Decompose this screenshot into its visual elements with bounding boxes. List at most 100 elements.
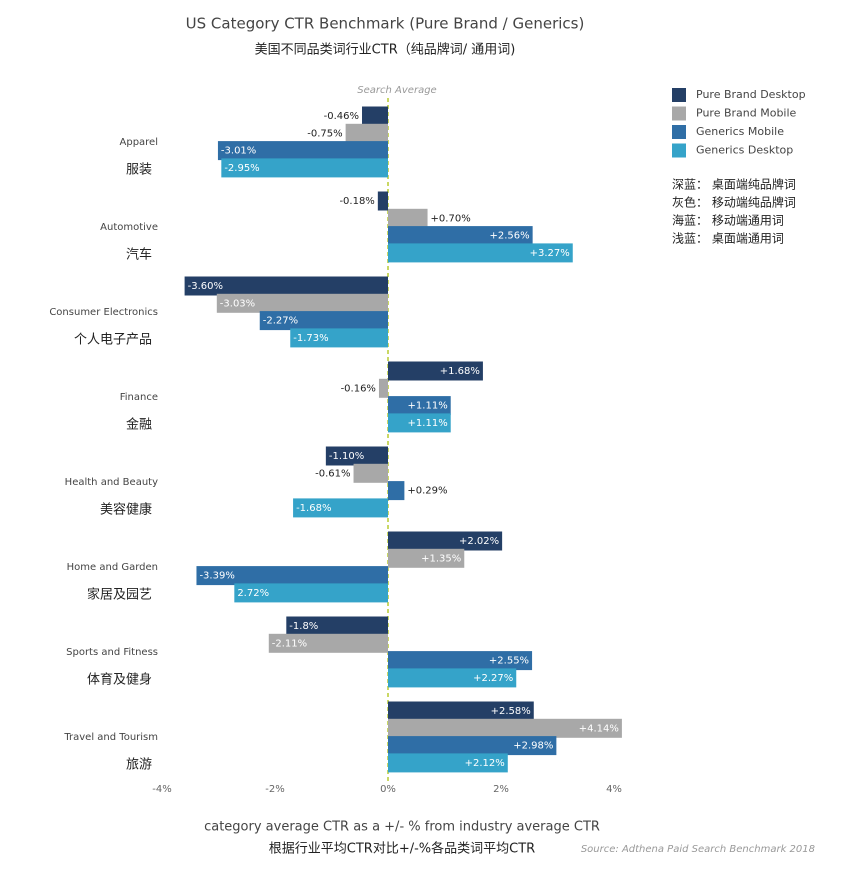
bar xyxy=(268,633,388,653)
category-label: Finance xyxy=(120,392,158,403)
category-label-zh: 个人电子产品 xyxy=(74,333,152,348)
value-label: +1.68% xyxy=(440,366,480,377)
bar xyxy=(388,396,451,416)
bar xyxy=(388,361,483,381)
x-tick-label: 2% xyxy=(493,784,509,795)
legend-swatch xyxy=(672,125,686,139)
value-label: -2.11% xyxy=(272,638,307,649)
category-label: Travel and Tourism xyxy=(63,732,158,743)
bar xyxy=(388,531,503,551)
bar xyxy=(362,106,388,126)
bar xyxy=(388,651,533,671)
bar xyxy=(293,498,388,518)
chart-subtitle: 美国不同品类词行业CTR（纯品牌词/ 通用词) xyxy=(255,42,516,58)
legend-label: Generics Desktop xyxy=(696,144,793,157)
value-label: +0.29% xyxy=(407,486,447,497)
category-label: Automotive xyxy=(100,222,158,233)
source: Source: Adthena Paid Search Benchmark 20… xyxy=(581,844,815,855)
bar xyxy=(290,328,388,348)
bar xyxy=(221,158,388,178)
value-label: -1.68% xyxy=(296,503,331,514)
value-label: -0.75% xyxy=(307,128,342,139)
value-label: +1.11% xyxy=(408,401,448,412)
bar xyxy=(388,753,508,773)
value-label: -3.01% xyxy=(221,146,256,157)
legend-note: 浅蓝： 桌面端通用词 xyxy=(672,232,784,246)
value-label: +2.98% xyxy=(513,741,553,752)
value-label: +0.70% xyxy=(431,213,471,224)
value-label: +2.58% xyxy=(491,706,531,717)
bar xyxy=(388,243,573,263)
bar xyxy=(388,226,533,246)
category-label-zh: 金融 xyxy=(126,417,152,433)
bar xyxy=(388,701,534,721)
value-label: -2.27% xyxy=(263,316,298,327)
value-label: +1.11% xyxy=(408,418,448,429)
bar xyxy=(196,566,388,586)
value-label: -1.73% xyxy=(293,333,328,344)
legend-label: Pure Brand Mobile xyxy=(696,107,797,120)
bar xyxy=(259,311,388,331)
legend-swatch xyxy=(672,143,686,158)
x-tick-label: 4% xyxy=(606,784,622,795)
value-label: -3.60% xyxy=(188,281,223,292)
category-label: Home and Garden xyxy=(67,562,158,573)
bar xyxy=(217,141,388,161)
x-tick-label: 0% xyxy=(380,784,396,795)
bar xyxy=(388,208,428,228)
bar xyxy=(353,463,388,483)
category-label-zh: 旅游 xyxy=(126,758,152,773)
legend-swatch xyxy=(672,88,686,102)
category-label-zh: 服装 xyxy=(126,163,152,178)
legend-swatch xyxy=(672,106,686,121)
legend-label: Pure Brand Desktop xyxy=(696,88,806,101)
bar xyxy=(388,413,451,433)
value-label: +2.02% xyxy=(459,536,499,547)
x-tick-label: -4% xyxy=(152,784,171,795)
value-label: -1.10% xyxy=(329,451,364,462)
bar xyxy=(345,123,388,143)
value-label: -0.46% xyxy=(324,111,359,122)
bar xyxy=(184,276,388,296)
legend-note: 深蓝： 桌面端纯品牌词 xyxy=(672,178,796,192)
category-label: Health and Beauty xyxy=(65,477,158,488)
chart-title: US Category CTR Benchmark (Pure Brand / … xyxy=(186,15,585,33)
bar xyxy=(388,736,557,756)
bar xyxy=(234,583,388,603)
bar xyxy=(377,191,388,211)
category-label: Consumer Electronics xyxy=(49,307,158,318)
x-axis-label: category average CTR as a +/- % from ind… xyxy=(204,820,600,835)
category-label: Sports and Fitness xyxy=(66,647,158,658)
category-label-zh: 美容健康 xyxy=(100,502,152,518)
value-label: -0.18% xyxy=(339,196,374,207)
value-label: +2.56% xyxy=(489,231,529,242)
bar xyxy=(388,668,517,688)
bar xyxy=(388,481,405,501)
value-label: -3.39% xyxy=(199,571,234,582)
bar xyxy=(325,446,388,466)
x-tick-label: -2% xyxy=(265,784,284,795)
value-label: +2.12% xyxy=(465,758,505,769)
value-label: -0.61% xyxy=(315,468,350,479)
value-label: +2.55% xyxy=(489,656,529,667)
bar xyxy=(388,718,622,738)
x-axis-label-zh: 根据行业平均CTR对比+/-%各品类词平均CTR xyxy=(269,841,535,857)
legend-label: Generics Mobile xyxy=(696,125,784,138)
category-label-zh: 汽车 xyxy=(126,247,152,263)
category-label: Apparel xyxy=(120,137,159,148)
value-label: +1.35% xyxy=(421,553,461,564)
annotation: Search Average xyxy=(357,85,436,96)
bar xyxy=(286,616,388,636)
value-label: +3.27% xyxy=(530,248,570,259)
value-label: +4.14% xyxy=(579,723,619,734)
value-label: -0.16% xyxy=(341,383,376,394)
value-label: -1.8% xyxy=(289,621,318,632)
bar xyxy=(378,378,388,398)
value-label: 2.72% xyxy=(237,588,269,599)
bar xyxy=(388,548,465,568)
category-label-zh: 家居及园艺 xyxy=(87,587,152,603)
legend-note: 海蓝： 移动端通用词 xyxy=(672,213,784,228)
value-label: -2.95% xyxy=(224,163,259,174)
bar xyxy=(216,293,388,313)
